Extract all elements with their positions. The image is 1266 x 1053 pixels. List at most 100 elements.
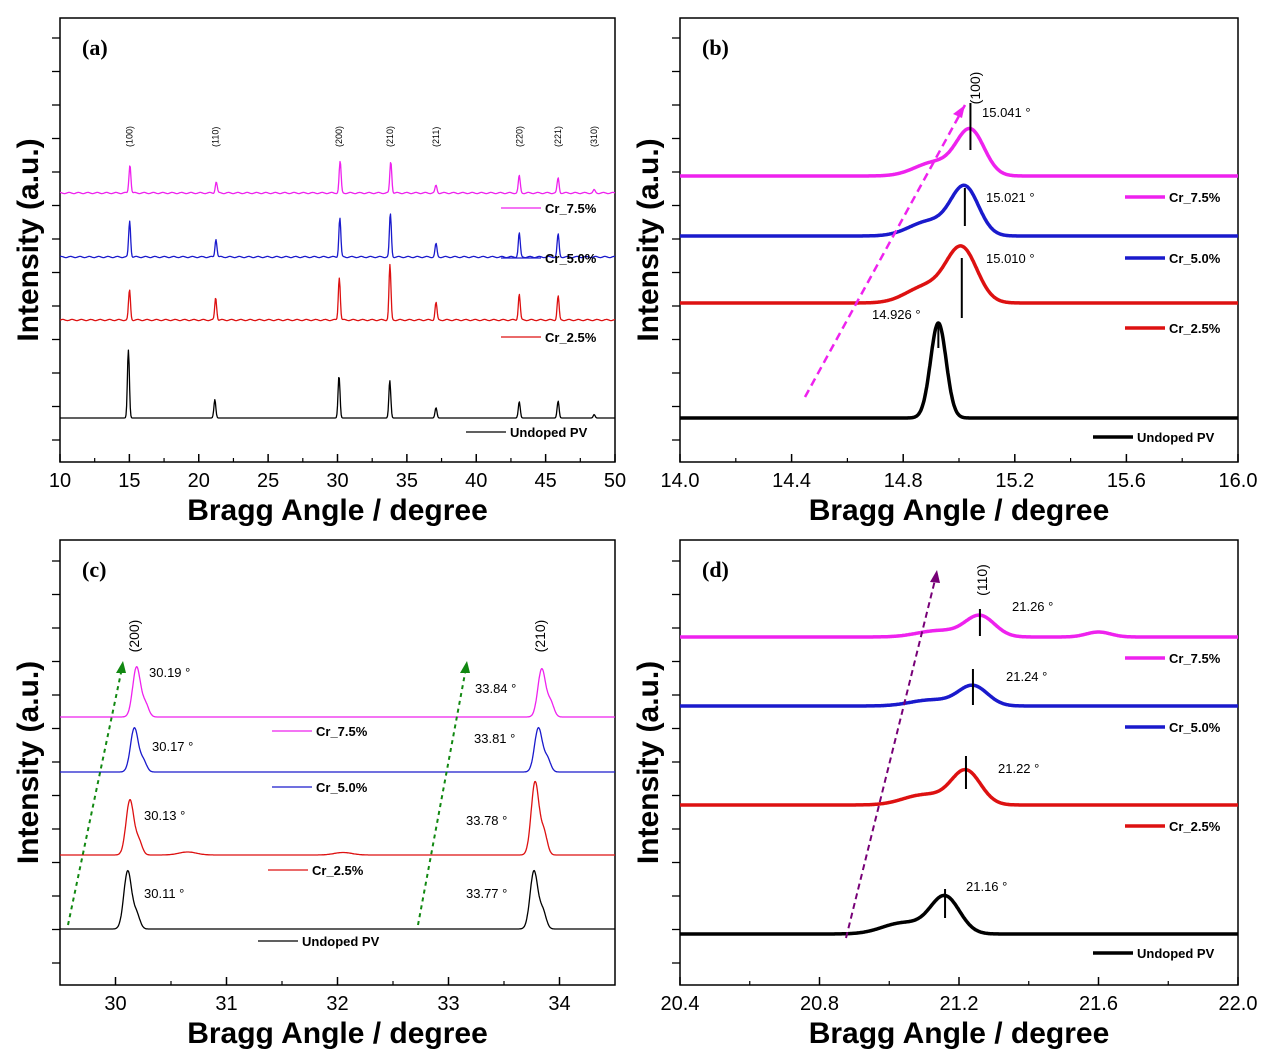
miller-index-label: (210) xyxy=(532,620,548,653)
series-line-cr75 xyxy=(678,613,1240,639)
legend-label: Cr_7.5% xyxy=(1169,190,1221,205)
miller-index-label: (200) xyxy=(334,126,344,147)
series-line-cr50 xyxy=(678,183,1240,238)
miller-index-label: (100) xyxy=(124,126,134,147)
x-tick-label: 20 xyxy=(188,470,210,492)
peak-position-label: 21.22 ° xyxy=(998,761,1039,776)
shift-arrow-line xyxy=(67,667,123,926)
x-tick-label: 15.2 xyxy=(995,470,1034,492)
x-tick-label: 45 xyxy=(535,470,557,492)
miller-index-label: (110) xyxy=(974,564,990,596)
x-tick-label: 15.6 xyxy=(1107,470,1146,492)
x-tick-label: 14.0 xyxy=(661,470,700,492)
y-axis-title: Intensity (a.u.) xyxy=(12,661,45,864)
chart-panel-a: 10 15 20 25 30 35 40 45 50 Bragg Angle / degree In… xyxy=(12,17,626,527)
panel-label: (a) xyxy=(82,35,108,60)
legend-label: Cr_2.5% xyxy=(312,863,364,878)
x-tick-label: 15 xyxy=(118,470,140,492)
x-tick-label: 40 xyxy=(465,470,487,492)
series-line-cr25 xyxy=(678,767,1240,807)
x-tick-label: 33 xyxy=(437,993,459,1015)
shift-arrow-line xyxy=(845,575,937,939)
x-tick-label: 30 xyxy=(104,993,126,1015)
series-line-cr50 xyxy=(59,213,616,259)
arrow-head-icon xyxy=(930,570,940,583)
arrow-head-icon xyxy=(460,661,470,673)
peak-position-label: 15.021 ° xyxy=(986,190,1035,205)
panel-label: (d) xyxy=(702,557,729,582)
series-line-cr25 xyxy=(678,244,1240,305)
miller-index-label: (211) xyxy=(431,127,441,147)
x-axis-title: Bragg Angle / degree xyxy=(187,494,488,527)
x-tick-label: 20.4 xyxy=(661,993,700,1015)
miller-index-label: (220) xyxy=(514,126,524,147)
x-tick-label: 34 xyxy=(548,993,570,1015)
chart-panel-c: 30 31 32 33 34 Bragg Angle / degree Intensity … xyxy=(12,539,616,1050)
legend-label: Undoped PV xyxy=(1137,946,1215,961)
shift-arrow-line xyxy=(417,667,467,926)
series-line-undopedpv xyxy=(59,349,616,419)
legend-label: Cr_5.0% xyxy=(1169,251,1221,266)
legend-label: Undoped PV xyxy=(510,425,588,440)
peak-position-label: 30.11 ° xyxy=(144,886,184,901)
peak-position-label: 15.041 ° xyxy=(982,105,1031,120)
miller-index-label: (100) xyxy=(967,72,983,105)
peak-position-label: 21.24 ° xyxy=(1006,669,1047,684)
series-line-cr50 xyxy=(678,683,1240,708)
plot-frame xyxy=(679,17,1239,463)
peak-position-label: 33.84 ° xyxy=(475,681,516,696)
peak-position-label: 30.17 ° xyxy=(152,739,193,754)
series-line-cr25 xyxy=(59,780,616,856)
x-tick-label: 31 xyxy=(215,993,237,1015)
x-axis-title: Bragg Angle / degree xyxy=(809,1017,1110,1050)
series-line-cr75 xyxy=(59,666,616,718)
peak-position-label: 21.16 ° xyxy=(966,879,1007,894)
series-line-cr75 xyxy=(678,126,1240,178)
x-axis-title: Bragg Angle / degree xyxy=(809,494,1110,527)
peak-position-label: 14.926 ° xyxy=(872,307,921,322)
x-tick-label: 10 xyxy=(49,470,71,492)
x-tick-label: 32 xyxy=(326,993,348,1015)
legend-label: Cr_7.5% xyxy=(545,201,597,216)
peak-position-label: 30.19 ° xyxy=(149,665,190,680)
chart-panel-d: 20.4 20.8 21.2 21.6 22.0 Bragg Angle / degree… xyxy=(632,539,1258,1050)
y-axis-title: Intensity (a.u.) xyxy=(12,138,45,341)
legend-label: Cr_5.0% xyxy=(1169,720,1221,735)
panel-label: (c) xyxy=(82,557,106,582)
x-tick-label: 14.8 xyxy=(884,470,923,492)
legend-label: Cr_5.0% xyxy=(545,251,597,266)
peak-position-label: 15.010 ° xyxy=(986,251,1035,266)
legend-label: Cr_5.0% xyxy=(316,780,368,795)
x-tick-label: 20.8 xyxy=(800,993,839,1015)
miller-index-label: (221) xyxy=(553,126,563,147)
panel-label: (b) xyxy=(702,35,729,60)
y-axis-title: Intensity (a.u.) xyxy=(632,661,665,864)
series-line-cr50 xyxy=(59,726,616,773)
legend-label: Cr_2.5% xyxy=(1169,321,1221,336)
x-axis-title: Bragg Angle / degree xyxy=(187,1017,488,1050)
x-tick-label: 16.0 xyxy=(1219,470,1258,492)
chart-panel-b: 14.0 14.4 14.8 15.2 15.6 16.0 Bragg Angle / de… xyxy=(632,17,1258,527)
legend-label: Cr_7.5% xyxy=(1169,651,1221,666)
peak-position-label: 21.26 ° xyxy=(1012,599,1053,614)
plot-frame xyxy=(679,539,1239,986)
peak-position-label: 33.81 ° xyxy=(474,731,515,746)
series-line-undopedpv xyxy=(678,321,1240,420)
x-tick-label: 21.6 xyxy=(1079,993,1118,1015)
x-tick-label: 22.0 xyxy=(1219,993,1258,1015)
x-tick-label: 35 xyxy=(396,470,418,492)
arrow-head-icon xyxy=(116,661,126,673)
series-line-cr25 xyxy=(59,263,616,322)
legend-label: Cr_2.5% xyxy=(1169,819,1221,834)
series-line-cr75 xyxy=(59,160,616,195)
miller-index-label: (200) xyxy=(126,620,142,653)
x-tick-label: 21.2 xyxy=(940,993,979,1015)
miller-index-label: (210) xyxy=(385,126,395,147)
x-tick-label: 25 xyxy=(257,470,279,492)
series-line-undopedpv xyxy=(678,893,1240,936)
peak-position-label: 30.13 ° xyxy=(144,808,185,823)
x-tick-label: 14.4 xyxy=(772,470,811,492)
miller-index-label: (310) xyxy=(589,126,599,147)
shift-arrow-line xyxy=(803,104,967,398)
